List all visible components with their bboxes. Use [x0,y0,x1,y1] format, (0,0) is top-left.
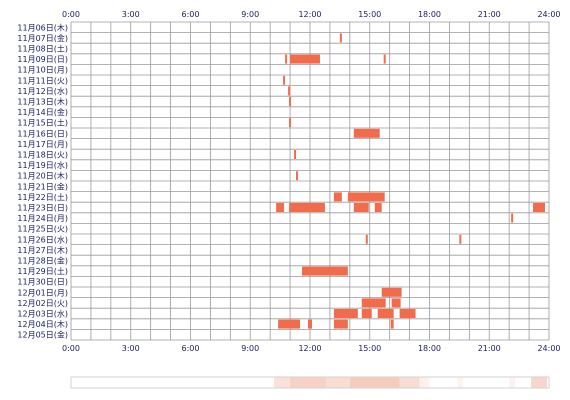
activity-bar [276,203,285,212]
activity-bar [289,97,292,106]
activity-bar [339,33,342,43]
activity-bar [511,213,514,223]
row-label: 11月27日(木) [17,245,68,255]
x-axis-bottom-ticks: 0:00 3:00 6:00 9:00 12:00 15:00 18:00 21:00 24:0… [62,344,561,353]
row-label: 11月16日(日) [17,129,68,138]
summary-band [457,377,464,388]
activity-bar [459,234,462,244]
row-label: 11月19日(水) [17,160,68,170]
grid [70,21,550,341]
x-axis-top-ticks: 0:00 3:00 6:00 9:00 12:00 15:00 18:00 21:00 24:0… [62,10,561,19]
row-label: 11月09日(日) [17,55,68,64]
x-tick-label-top: 6:00 [182,10,200,19]
x-tick-label-top: 3:00 [122,10,140,19]
row-label: 11月14日(金) [17,107,68,117]
activity-bars [276,33,546,329]
row-label: 11月24日(月) [17,214,68,223]
row-label: 11月20日(木) [17,171,68,181]
row-label: 12月04日(木) [17,319,68,329]
activity-bar [278,319,301,329]
activity-bar [533,203,546,212]
x-tick-label-top: 18:00 [418,10,441,19]
activity-bar [308,319,312,329]
row-label: 11月22日(土) [17,192,68,202]
x-tick-label-top: 15:00 [358,10,381,19]
activity-bar [288,86,291,96]
row-label: 11月15日(土) [17,118,68,128]
x-tick-label-bottom: 6:00 [182,344,200,353]
x-tick-label-top: 21:00 [478,10,501,19]
row-label: 12月05日(金) [17,330,68,340]
row-label: 11月30日(日) [17,278,68,287]
activity-bar [361,298,386,308]
summary-band [274,377,291,388]
row-label: 11月23日(日) [17,203,68,212]
x-tick-label-bottom: 3:00 [122,344,140,353]
summary-band [509,377,516,388]
row-label: 11月12日(水) [17,86,68,96]
row-label: 12月03日(水) [17,308,68,318]
activity-bar [333,192,342,202]
activity-bar [381,287,402,297]
summary-band [531,377,548,388]
row-label: 11月13日(木) [17,96,68,106]
activity-bar [383,54,386,64]
x-tick-label-bottom: 21:00 [478,344,501,353]
activity-bar [361,309,372,318]
row-label: 11月18日(火) [17,150,68,159]
x-tick-label-top: 9:00 [241,10,259,19]
activity-bar [399,309,416,318]
summary-band [325,377,350,388]
x-tick-label-bottom: 15:00 [358,344,381,353]
activity-bar [347,192,385,202]
activity-bar [353,128,380,138]
row-label: 11月17日(月) [17,140,68,149]
activity-bar [285,54,288,64]
x-tick-label-top: 12:00 [298,10,321,19]
x-tick-label-bottom: 24:00 [537,344,560,353]
x-tick-label-top: 24:00 [537,10,560,19]
row-label: 11月11日(火) [17,76,68,85]
row-label: 11月28日(金) [17,255,68,265]
row-labels: 11月06日(木)11月07日(金)11月08日(土) 11月09日(日) 11月1… [17,22,68,339]
activity-bar [290,54,320,64]
x-tick-label-bottom: 12:00 [298,344,321,353]
row-label: 11月29日(土) [17,266,68,276]
row-label: 12月01日(月) [17,288,68,297]
activity-bar [333,319,348,329]
summary-band [399,377,420,388]
activity-bar [296,171,299,181]
summary-band [349,377,400,388]
row-label: 11月10日(月) [17,66,68,75]
activity-bar [283,75,286,85]
row-label: 12月02日(火) [17,299,68,308]
activity-bar [289,118,292,128]
activity-bar [377,309,394,318]
row-label: 11月26日(水) [17,234,68,244]
summary-strip [70,376,550,389]
row-label: 11月08日(土) [17,43,68,53]
x-tick-label-bottom: 18:00 [418,344,441,353]
x-tick-label-bottom: 9:00 [241,344,259,353]
activity-bar [294,150,297,159]
summary-band [290,377,326,388]
activity-bar [391,298,401,308]
activity-bar [374,203,382,212]
x-tick-label-bottom: 0:00 [62,344,80,353]
row-label: 11月06日(木) [17,22,68,32]
row-label: 11月25日(火) [17,225,68,234]
row-label: 11月21日(金) [17,181,68,191]
activity-bar [365,234,368,244]
row-label: 11月07日(金) [17,33,68,43]
activity-bar [353,203,369,212]
activity-bar [390,319,394,329]
x-tick-label-top: 0:00 [62,10,80,19]
activity-bar [302,266,348,276]
summary-band [419,377,430,388]
activity-bar [333,309,358,318]
activity-bar [289,203,325,212]
